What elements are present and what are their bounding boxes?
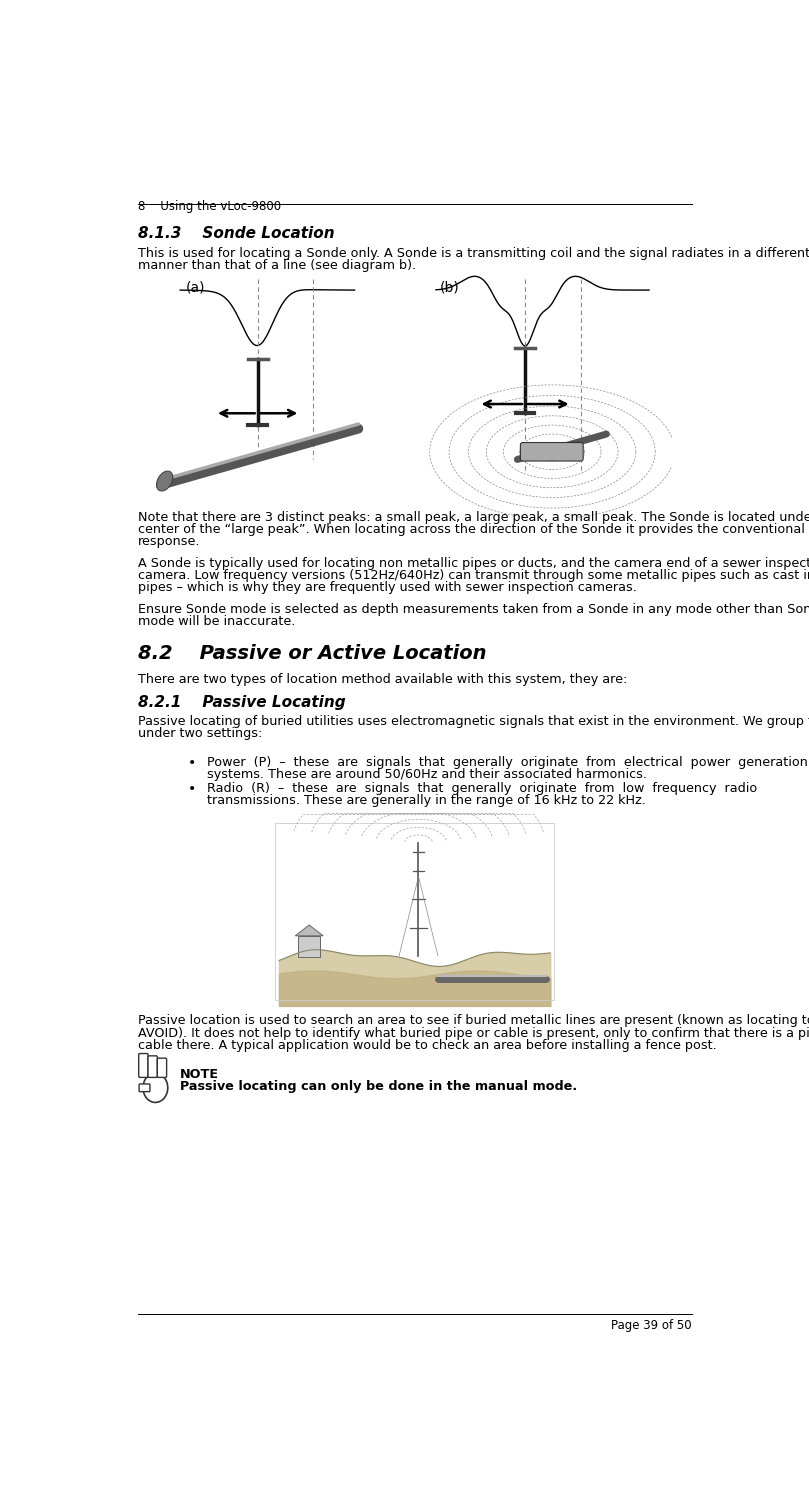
Text: A Sonde is typically used for locating non metallic pipes or ducts, and the came: A Sonde is typically used for locating n… [138, 557, 809, 570]
Text: mode will be inaccurate.: mode will be inaccurate. [138, 615, 295, 627]
FancyBboxPatch shape [520, 443, 583, 461]
Text: AVOID). It does not help to identify what buried pipe or cable is present, only : AVOID). It does not help to identify wha… [138, 1027, 809, 1040]
Text: (b): (b) [440, 281, 460, 294]
Bar [299, 935, 320, 958]
FancyBboxPatch shape [148, 1055, 157, 1078]
Bar [275, 824, 554, 1001]
Text: Ensure Sonde mode is selected as depth measurements taken from a Sonde in any mo: Ensure Sonde mode is selected as depth m… [138, 602, 809, 615]
Text: There are two types of location method available with this system, they are:: There are two types of location method a… [138, 672, 627, 686]
FancyBboxPatch shape [139, 1084, 150, 1091]
Text: Power  (P)  –  these  are  signals  that  generally  originate  from  electrical: Power (P) – these are signals that gener… [207, 757, 808, 769]
Text: 8    Using the vLoc-9800: 8 Using the vLoc-9800 [138, 200, 281, 213]
Text: Passive locating can only be done in the manual mode.: Passive locating can only be done in the… [180, 1079, 578, 1093]
Text: transmissions. These are generally in the range of 16 kHz to 22 kHz.: transmissions. These are generally in th… [207, 794, 646, 808]
Text: 8.2    Passive or Active Location: 8.2 Passive or Active Location [138, 644, 486, 663]
Text: Radio  (R)  –  these  are  signals  that  generally  originate  from  low  frequ: Radio (R) – these are signals that gener… [207, 782, 757, 796]
Text: 8.2.1    Passive Locating: 8.2.1 Passive Locating [138, 695, 345, 710]
Text: camera. Low frequency versions (512Hz/640Hz) can transmit through some metallic : camera. Low frequency versions (512Hz/64… [138, 569, 809, 582]
Text: Passive location is used to search an area to see if buried metallic lines are p: Passive location is used to search an ar… [138, 1015, 809, 1027]
Ellipse shape [157, 471, 173, 491]
Text: Page 39 of 50: Page 39 of 50 [611, 1319, 692, 1331]
Text: pipes – which is why they are frequently used with sewer inspection cameras.: pipes – which is why they are frequently… [138, 581, 637, 594]
Polygon shape [295, 925, 323, 935]
FancyBboxPatch shape [138, 1054, 148, 1078]
Text: center of the “large peak”. When locating across the direction of the Sonde it p: center of the “large peak”. When locatin… [138, 524, 809, 536]
Ellipse shape [143, 1073, 167, 1102]
Text: NOTE: NOTE [180, 1067, 219, 1081]
Text: response.: response. [138, 536, 200, 548]
Text: (a): (a) [185, 281, 205, 294]
Text: This is used for locating a Sonde only. A Sonde is a transmitting coil and the s: This is used for locating a Sonde only. … [138, 248, 809, 260]
Text: systems. These are around 50/60Hz and their associated harmonics.: systems. These are around 50/60Hz and th… [207, 769, 647, 781]
Text: Passive locating of buried utilities uses electromagnetic signals that exist in : Passive locating of buried utilities use… [138, 714, 809, 728]
Text: manner than that of a line (see diagram b).: manner than that of a line (see diagram … [138, 260, 416, 272]
Text: under two settings:: under two settings: [138, 726, 262, 740]
Text: cable there. A typical application would be to check an area before installing a: cable there. A typical application would… [138, 1039, 716, 1052]
Text: •: • [188, 782, 196, 796]
Text: •: • [188, 757, 196, 770]
Text: Note that there are 3 distinct peaks: a small peak, a large peak, a small peak. : Note that there are 3 distinct peaks: a … [138, 510, 809, 524]
FancyBboxPatch shape [157, 1058, 167, 1078]
Text: 8.1.3    Sonde Location: 8.1.3 Sonde Location [138, 225, 334, 240]
